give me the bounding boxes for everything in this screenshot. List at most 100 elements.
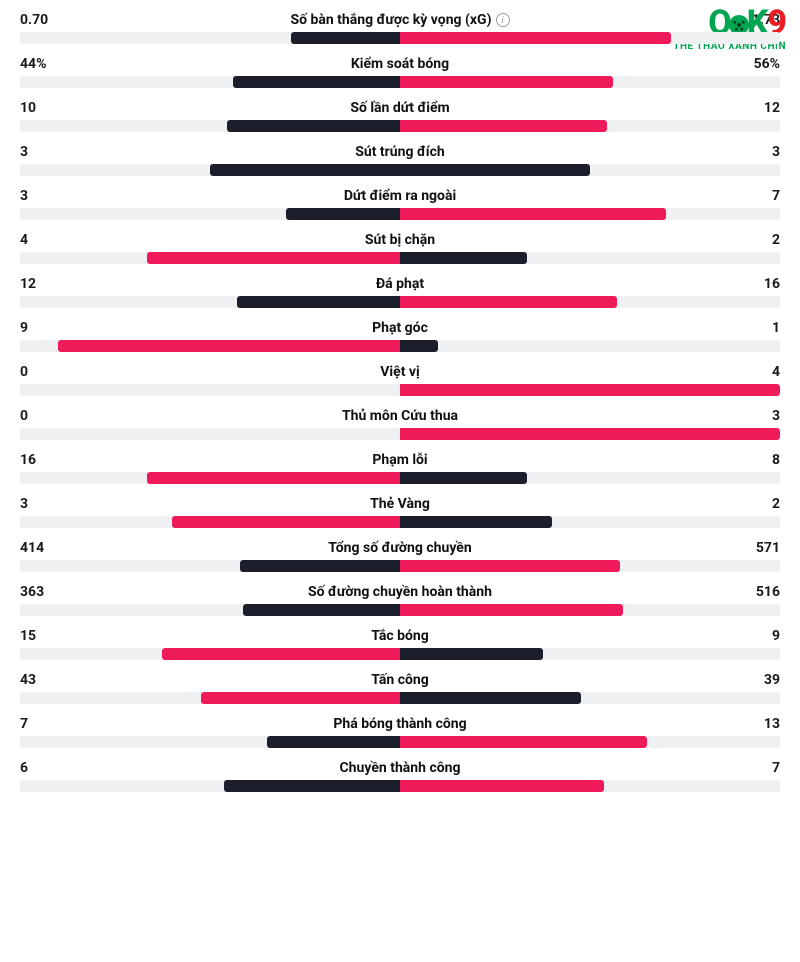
stat-header: 15Tắc bóng9 (20, 628, 780, 644)
stat-bar-track (20, 296, 780, 308)
stat-value-right: 4 (736, 364, 780, 380)
stat-bar-right (400, 428, 780, 440)
stat-value-right: 1 (736, 320, 780, 336)
stat-header: 3Dứt điểm ra ngoài7 (20, 188, 780, 204)
stat-bar-right (400, 120, 607, 132)
stat-label-text: Tắc bóng (371, 628, 429, 644)
stat-bar-left (147, 472, 400, 484)
stat-value-left: 10 (20, 100, 64, 116)
stat-bar-left (58, 340, 400, 352)
stat-row: 0.70Số bàn thắng được kỳ vọng (xG)i1.73 (20, 12, 780, 44)
stat-value-left: 15 (20, 628, 64, 644)
stat-label-text: Số bàn thắng được kỳ vọng (xG) (290, 12, 491, 28)
stat-label: Phạt góc (64, 320, 736, 336)
stat-label-text: Chuyền thành công (340, 760, 461, 776)
stat-header: 0Thủ môn Cứu thua3 (20, 408, 780, 424)
stat-bar-left (267, 736, 400, 748)
stat-row: 0Thủ môn Cứu thua3 (20, 408, 780, 440)
stat-bar-left (240, 560, 400, 572)
stat-row: 12Đá phạt16 (20, 276, 780, 308)
stat-label-text: Sút bị chặn (365, 232, 435, 248)
stat-label-text: Thủ môn Cứu thua (342, 408, 458, 424)
stat-value-right: 7 (736, 760, 780, 776)
stat-label: Đá phạt (64, 276, 736, 292)
stat-label-text: Phá bóng thành công (333, 716, 466, 732)
stat-row: 10Số lần dứt điểm12 (20, 100, 780, 132)
stat-label: Chuyền thành công (64, 760, 736, 776)
stat-bar-track (20, 516, 780, 528)
stat-row: 6Chuyền thành công7 (20, 760, 780, 792)
stat-header: 44%Kiểm soát bóng56% (20, 56, 780, 72)
stat-label-text: Thẻ Vàng (370, 496, 430, 512)
stat-bar-track (20, 120, 780, 132)
stat-row: 3Thẻ Vàng2 (20, 496, 780, 528)
stat-label-text: Số đường chuyền hoàn thành (308, 584, 492, 600)
stat-bar-right (400, 164, 590, 176)
stat-bar-left (147, 252, 400, 264)
stat-bar-track (20, 560, 780, 572)
stat-bar-right (400, 516, 552, 528)
stat-value-left: 16 (20, 452, 64, 468)
stat-label: Số lần dứt điểm (64, 100, 736, 116)
stat-value-right: 13 (736, 716, 780, 732)
stat-value-left: 3 (20, 496, 64, 512)
stat-label-text: Phạt góc (372, 320, 428, 336)
stat-bar-track (20, 164, 780, 176)
stat-bar-right (400, 296, 617, 308)
stat-label: Số đường chuyền hoàn thành (64, 584, 736, 600)
stat-value-left: 414 (20, 540, 64, 556)
stat-value-left: 7 (20, 716, 64, 732)
stat-label: Tắc bóng (64, 628, 736, 644)
stat-row: 0Việt vị4 (20, 364, 780, 396)
stat-row: 43Tấn công39 (20, 672, 780, 704)
stat-label: Phạm lỗi (64, 452, 736, 468)
stat-label-text: Tấn công (371, 672, 429, 688)
stat-value-left: 0 (20, 408, 64, 424)
stat-bar-right (400, 692, 581, 704)
stat-label: Kiểm soát bóng (64, 56, 736, 72)
stat-header: 3Thẻ Vàng2 (20, 496, 780, 512)
brand-logo: OK9 THỂ THAO XANH CHÍN (673, 6, 786, 52)
stat-value-left: 3 (20, 144, 64, 160)
stat-label: Thủ môn Cứu thua (64, 408, 736, 424)
stat-bar-right (400, 208, 666, 220)
stat-bar-track (20, 252, 780, 264)
stat-bar-track (20, 604, 780, 616)
stat-value-right: 7 (736, 188, 780, 204)
stat-bar-left (291, 32, 400, 44)
stat-row: 9Phạt góc1 (20, 320, 780, 352)
stat-header: 4 Sút bị chặn 2 (20, 232, 780, 248)
stat-bar-right (400, 340, 438, 352)
stat-bar-track (20, 208, 780, 220)
stat-label-text: Phạm lỗi (372, 452, 427, 468)
info-icon[interactable]: i (496, 13, 510, 27)
stat-bar-track (20, 692, 780, 704)
stat-row: 16Phạm lỗi8 (20, 452, 780, 484)
stat-value-right: 571 (736, 540, 780, 556)
stat-header: 43Tấn công39 (20, 672, 780, 688)
stat-bar-right (400, 32, 671, 44)
stat-bar-left (162, 648, 400, 660)
stat-row: 414 Tổng số đường chuyền 571 (20, 540, 780, 572)
stat-bar-track (20, 76, 780, 88)
stat-header: 414 Tổng số đường chuyền 571 (20, 540, 780, 556)
stat-bar-right (400, 648, 543, 660)
stat-row: 4 Sút bị chặn 2 (20, 232, 780, 264)
stat-value-right: 16 (736, 276, 780, 292)
stat-bar-right (400, 780, 604, 792)
stat-value-left: 4 (20, 232, 64, 248)
stat-value-right: 39 (736, 672, 780, 688)
stat-label-text: Dứt điểm ra ngoài (344, 188, 456, 204)
stat-bar-left (172, 516, 400, 528)
stat-label-text: Tổng số đường chuyền (328, 540, 471, 556)
stat-value-right: 516 (736, 584, 780, 600)
stat-label: Tổng số đường chuyền (64, 540, 736, 556)
stat-row: 15Tắc bóng9 (20, 628, 780, 660)
stat-value-right: 2 (736, 232, 780, 248)
stat-value-right: 3 (736, 144, 780, 160)
stat-label-text: Kiểm soát bóng (351, 56, 449, 72)
stat-bar-track (20, 472, 780, 484)
stat-bar-track (20, 384, 780, 396)
stat-row: 44%Kiểm soát bóng56% (20, 56, 780, 88)
stat-label: Việt vị (64, 364, 736, 380)
